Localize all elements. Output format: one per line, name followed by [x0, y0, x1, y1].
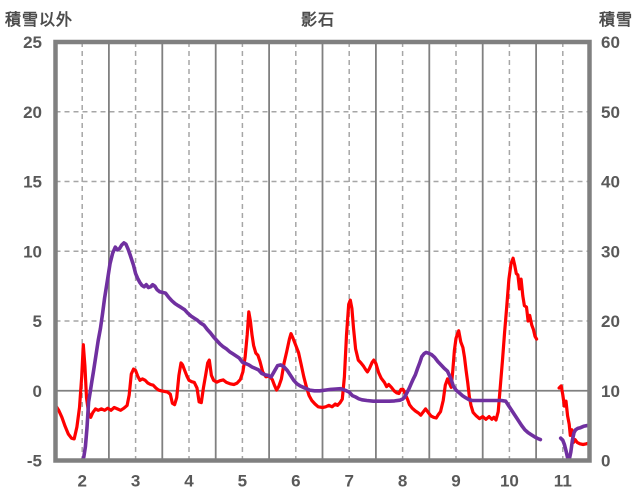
- left-axis-tick-label: 5: [33, 312, 42, 331]
- x-axis-tick-label: 5: [238, 472, 247, 491]
- x-axis-tick-label: 2: [77, 472, 86, 491]
- right-axis-tick-label: 50: [601, 103, 620, 122]
- right-axis-tick-label: 20: [601, 312, 620, 331]
- right-axis-title: 積雪: [598, 12, 633, 29]
- left-axis-tick-label: -5: [27, 452, 42, 471]
- x-axis-tick-label: 7: [344, 472, 353, 491]
- x-axis-tick-label: 4: [184, 472, 194, 491]
- right-axis-tick-label: 10: [601, 382, 620, 401]
- x-axis-tick-label: 3: [131, 472, 140, 491]
- left-axis-tick-label: 25: [23, 33, 42, 52]
- other-than-snow-series-line: [53, 256, 591, 447]
- left-axis-tick-label: 20: [23, 103, 42, 122]
- right-axis-tick-label: 30: [601, 242, 620, 261]
- right-axis-tick-label: 40: [601, 173, 620, 192]
- x-axis-tick-label: 10: [500, 472, 519, 491]
- snow-depth-series-line: [53, 241, 591, 463]
- x-axis-tick-label: 11: [554, 472, 572, 491]
- x-axis-tick-label: 8: [398, 472, 407, 491]
- x-axis-tick-label: 9: [451, 472, 460, 491]
- left-axis-tick-label: 0: [33, 382, 42, 401]
- left-axis-tick-label: 10: [23, 242, 42, 261]
- plot-border: [53, 39, 592, 463]
- left-axis-title: 積雪以外: [5, 12, 74, 29]
- left-axis-tick-label: 15: [23, 173, 42, 192]
- dashed-gridlines: [55, 42, 590, 461]
- x-axis-tick-label: 6: [291, 472, 300, 491]
- chart-title: 影石: [300, 12, 335, 29]
- right-axis-tick-label: 60: [601, 33, 620, 52]
- solid-gridlines: [55, 42, 590, 461]
- right-axis-tick-label: 0: [601, 452, 610, 471]
